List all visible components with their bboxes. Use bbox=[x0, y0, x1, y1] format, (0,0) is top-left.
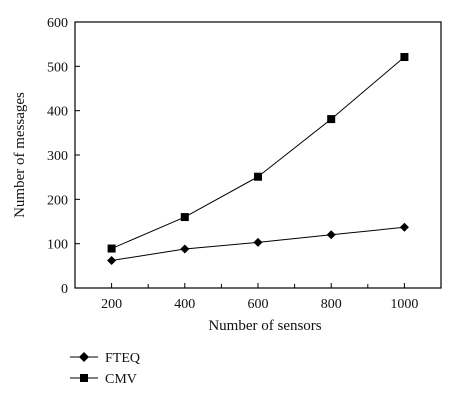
data-point-cmv bbox=[107, 244, 116, 253]
legend: FTEQ CMV bbox=[70, 351, 140, 387]
y-tick-label: 200 bbox=[47, 193, 68, 208]
data-point-fteq bbox=[107, 256, 117, 266]
x-tick-label: 800 bbox=[321, 297, 342, 312]
data-point-fteq bbox=[326, 230, 336, 240]
legend-label-cmv: CMV bbox=[105, 372, 137, 387]
legend-marker-cmv bbox=[80, 374, 88, 382]
x-axis: 200 400 600 800 1000 bbox=[101, 283, 418, 312]
data-point-cmv bbox=[180, 213, 189, 222]
y-tick-label: 500 bbox=[47, 60, 68, 75]
series-line-cmv bbox=[111, 56, 405, 250]
legend-label-fteq: FTEQ bbox=[105, 351, 140, 366]
data-point-cmv bbox=[400, 53, 409, 62]
x-tick-label: 600 bbox=[248, 297, 269, 312]
y-tick-label: 0 bbox=[61, 282, 68, 297]
data-point-fteq bbox=[180, 244, 190, 254]
y-tick-label: 400 bbox=[47, 105, 68, 120]
y-tick-label: 100 bbox=[47, 238, 68, 253]
y-tick-label: 300 bbox=[47, 149, 68, 164]
x-tick-label: 400 bbox=[174, 297, 195, 312]
data-point-cmv bbox=[254, 172, 262, 181]
y-axis: 0 100 200 300 400 500 600 bbox=[47, 16, 80, 297]
y-axis-title: Number of messages bbox=[12, 92, 28, 218]
series-layer bbox=[107, 53, 409, 266]
y-tick-label: 600 bbox=[47, 16, 68, 31]
legend-marker-fteq bbox=[79, 352, 89, 362]
x-axis-title: Number of sensors bbox=[208, 318, 321, 334]
data-point-cmv bbox=[327, 115, 336, 124]
x-tick-label: 1000 bbox=[390, 297, 418, 312]
plot-frame bbox=[74, 21, 442, 289]
data-point-fteq bbox=[399, 222, 409, 232]
data-point-fteq bbox=[253, 237, 263, 247]
x-tick-label: 200 bbox=[101, 297, 122, 312]
